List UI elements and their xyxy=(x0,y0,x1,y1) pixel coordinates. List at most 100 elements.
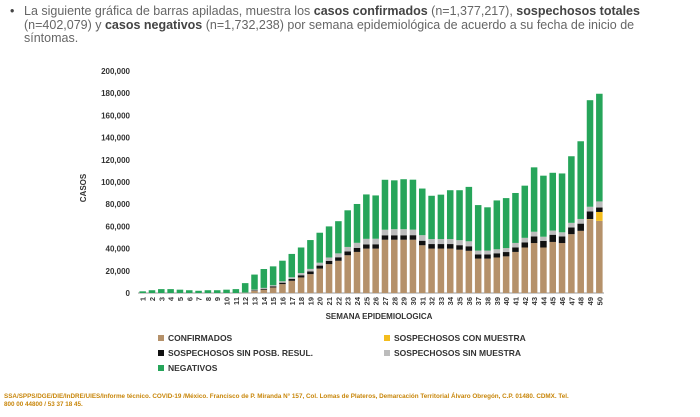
x-tick-label: 23 xyxy=(344,297,353,305)
x-tick-label: 42 xyxy=(521,297,530,305)
bar-segment-sospechosos-sin-muestra xyxy=(512,242,519,248)
bar-segment-sospechosos-sin-muestra xyxy=(493,249,501,254)
bar-segment-negativos xyxy=(586,100,594,207)
x-tick-label: 26 xyxy=(372,297,381,305)
legend-label: SOSPECHOSOS SIN MUESTRA xyxy=(394,348,522,358)
x-tick-label: 21 xyxy=(325,297,334,305)
x-tick-label: 9 xyxy=(213,297,222,301)
x-tick-label: 30 xyxy=(409,297,418,305)
bar-segment-negativos xyxy=(344,210,351,247)
bar-segment-sospechosos-sin-muestra xyxy=(316,262,324,266)
bar-segment-negativos xyxy=(456,190,463,241)
x-tick-label: 6 xyxy=(185,297,194,301)
bar-segment-confirmados xyxy=(269,287,277,293)
bar-segment-confirmados xyxy=(502,256,510,293)
bar-segment-confirmados xyxy=(465,250,473,293)
legend-label: NEGATIVOS xyxy=(168,363,218,373)
intro-paragraph: La siguiente gráfica de barras apiladas,… xyxy=(10,4,690,46)
bar-segment-confirmados xyxy=(260,289,268,293)
x-tick-label: 10 xyxy=(223,297,232,305)
x-tick-label: 49 xyxy=(586,297,595,305)
bar-segment-sospechosos-sin-posb-resul xyxy=(335,257,342,261)
bar-segment-sospechosos-sin-muestra xyxy=(577,218,584,224)
bar-segment-confirmados xyxy=(540,247,547,293)
x-tick-label: 44 xyxy=(539,296,548,305)
x-tick-label: 22 xyxy=(334,297,343,305)
bar-segment-sospechosos-sin-muestra xyxy=(568,222,575,228)
bar-segment-confirmados xyxy=(251,290,258,293)
bar-segment-sospechosos-sin-muestra xyxy=(279,281,286,283)
bar-segment-sospechosos-con-muestra xyxy=(596,211,603,221)
bar-segment-sospechosos-sin-posb-resul xyxy=(568,227,575,235)
bar-segment-sospechosos-sin-muestra xyxy=(344,246,351,252)
bar-segment-negativos xyxy=(484,207,491,251)
legend-item-sospechosos-con-muestra: SOSPECHOSOS CON MUESTRA xyxy=(384,333,526,343)
bar-segment-sospechosos-sin-muestra xyxy=(297,273,305,276)
bar-segment-negativos xyxy=(428,195,435,240)
bar-segment-sospechosos-sin-posb-resul xyxy=(409,235,417,240)
bar-segment-sospechosos-sin-muestra xyxy=(260,287,268,289)
bar-segment-sospechosos-sin-posb-resul xyxy=(474,254,482,259)
x-tick-label: 8 xyxy=(204,297,213,301)
bar-segment-sospechosos-sin-posb-resul xyxy=(512,247,519,252)
bar-segment-confirmados xyxy=(577,230,584,293)
bar-segment-confirmados xyxy=(279,284,286,293)
bar-segment-sospechosos-sin-posb-resul xyxy=(418,240,426,246)
bar-segment-sospechosos-sin-posb-resul xyxy=(391,235,398,240)
bar-segment-sospechosos-sin-muestra xyxy=(251,289,258,291)
y-tick-label: 160,000 xyxy=(101,111,130,120)
x-tick-label: 43 xyxy=(530,297,539,305)
bar-segment-sospechosos-sin-posb-resul xyxy=(493,253,501,258)
x-tick-label: 19 xyxy=(306,297,315,305)
bar-segment-negativos xyxy=(148,290,156,293)
source-footnote: SSA/SPPS/DGE/DIE/InDRE/UIES/Informe técn… xyxy=(4,393,694,409)
bar-segment-confirmados xyxy=(316,268,324,293)
x-tick-label: 11 xyxy=(232,297,241,305)
bar-segment-sospechosos-sin-muestra xyxy=(521,237,529,243)
bar-segment-negativos xyxy=(409,179,417,230)
y-tick-label: 60,000 xyxy=(106,222,131,231)
bar-segment-sospechosos-sin-posb-resul xyxy=(381,235,389,240)
x-tick-label: 27 xyxy=(381,297,390,305)
bar-segment-confirmados xyxy=(391,239,398,293)
bar-segment-sospechosos-sin-muestra xyxy=(540,236,547,241)
bar-segment-negativos xyxy=(446,190,454,240)
intro-text: • La siguiente gráfica de barras apilada… xyxy=(10,4,690,46)
y-tick-label: 0 xyxy=(126,289,131,298)
bar-segment-negativos xyxy=(558,173,566,233)
legend-label: SOSPECHOSOS SIN POSB. RESUL. xyxy=(168,348,314,358)
source-line-2: 800 00 44800 / 53 37 18 45. xyxy=(4,401,83,408)
bar-segment-sospechosos-sin-muestra xyxy=(372,238,379,245)
x-tick-label: 12 xyxy=(241,297,250,305)
bar-segment-sospechosos-sin-posb-resul xyxy=(325,260,333,265)
bar-segment-negativos xyxy=(213,290,221,293)
bar-segment-sospechosos-sin-posb-resul xyxy=(521,242,529,248)
x-axis-label: SEMANA EPIDEMIOLOGICA xyxy=(326,312,433,321)
bar-segment-negativos xyxy=(232,289,240,293)
legend-swatch xyxy=(158,335,164,341)
bar-segment-sospechosos-sin-muestra xyxy=(353,242,361,248)
bar-segment-negativos xyxy=(251,274,258,290)
bar-segment-sospechosos-sin-muestra xyxy=(409,229,417,236)
legend-item-confirmados: CONFIRMADOS xyxy=(158,333,232,343)
bar-segment-sospechosos-sin-posb-resul xyxy=(307,271,314,275)
bar-segment-sospechosos-sin-muestra xyxy=(335,253,342,258)
x-tick-label: 24 xyxy=(353,296,362,305)
bar-segment-sospechosos-sin-posb-resul xyxy=(288,279,296,281)
bar-segment-confirmados xyxy=(493,257,501,293)
bar-segment-sospechosos-sin-muestra xyxy=(596,201,603,208)
bar-segment-sospechosos-sin-muestra xyxy=(530,231,538,237)
bar-segment-sospechosos-sin-posb-resul xyxy=(353,247,361,252)
bar-segment-negativos xyxy=(223,289,230,293)
x-tick-label: 13 xyxy=(251,297,260,305)
bar-segment-negativos xyxy=(260,269,268,288)
intro-text-1: La siguiente gráfica de barras apiladas,… xyxy=(24,4,314,18)
x-tick-label: 38 xyxy=(484,297,493,305)
y-axis-label: CASOS xyxy=(79,173,88,202)
legend-swatch xyxy=(384,335,390,341)
x-tick-label: 36 xyxy=(465,297,474,305)
bar-segment-sospechosos-sin-posb-resul xyxy=(316,265,324,269)
x-tick-label: 4 xyxy=(167,296,176,301)
source-line-1: SSA/SPPS/DGE/DIE/InDRE/UIES/Informe técn… xyxy=(4,393,569,400)
bar-segment-sospechosos-sin-muestra xyxy=(502,248,510,253)
